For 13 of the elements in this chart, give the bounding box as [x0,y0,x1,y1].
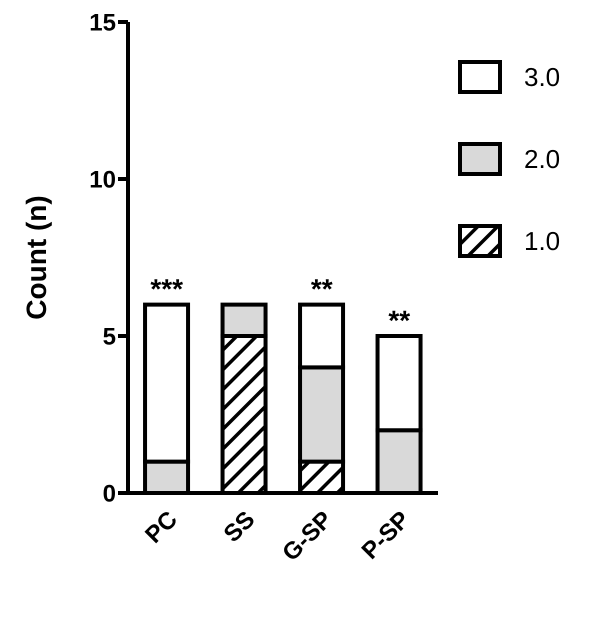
x-tick-label: PC [140,506,183,549]
y-tick-label: 10 [89,166,116,194]
annotation: ** [310,274,333,305]
annotation: *** [150,274,184,305]
legend-label: 1.0 [524,226,560,256]
legend-label: 3.0 [524,62,560,92]
legend-label: 2.0 [524,144,560,174]
annotation: ** [388,305,410,336]
y-axis-title: Count (n) [20,195,52,320]
y-tick-label: 0 [102,480,116,508]
y-tick-label: 15 [89,10,116,37]
x-tick-label: SS [218,506,260,548]
y-tick-label: 5 [102,324,116,351]
